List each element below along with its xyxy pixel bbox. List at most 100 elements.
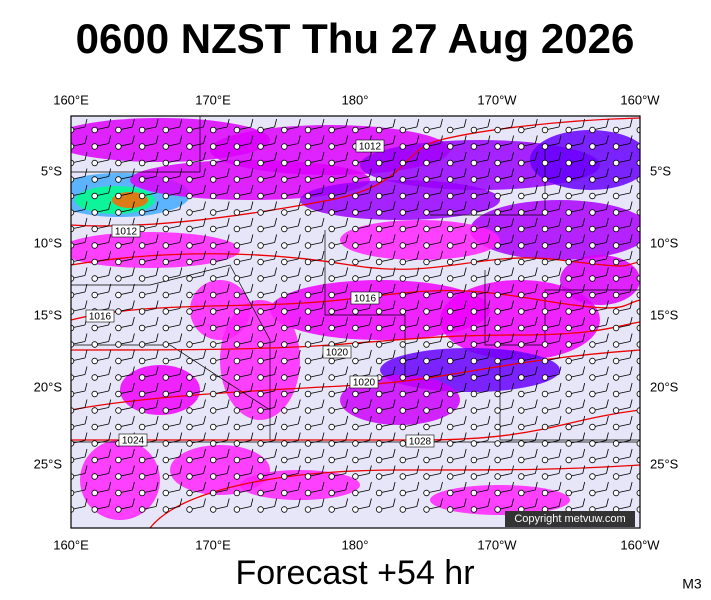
barb-flag [582,217,586,227]
barb-flag [226,481,230,491]
barb-flag [132,184,135,194]
barb-flag [203,399,206,408]
barb-flag [463,415,467,425]
barb-flag [226,498,230,507]
barb-flag [392,382,396,392]
barb-flag [179,498,183,507]
barb-flag [226,168,230,177]
barb-station [138,341,146,348]
barb-flag [558,135,562,144]
barb-station [71,440,75,447]
barb-flag [84,267,88,276]
barb-station [612,192,620,200]
barb-station [375,242,383,249]
barb-station [209,225,217,233]
barb-station [209,143,217,150]
barb-station [162,126,169,134]
barb-flag [558,217,562,227]
barb-station [352,209,359,216]
precipitation [71,118,640,520]
barb-flag [179,283,183,293]
barb-flag [274,267,277,276]
barb-station [565,291,572,299]
barb-station [565,407,572,414]
barb-station [257,176,264,183]
barb-station [612,324,620,332]
barb-flag [274,250,277,260]
barb-flag [132,118,135,128]
barb-station [565,143,572,150]
barb-flag [629,333,633,342]
barb-station [470,390,478,398]
barb-station [281,473,288,480]
barb-flag [108,300,112,309]
barb-station [470,275,478,282]
barb-flag [558,448,562,458]
barb-station [612,374,620,381]
barb-flag [250,481,254,491]
barb-flag [321,151,325,161]
lat-label-right: 20°S [650,379,679,394]
lon-label-bottom: 160°E [53,537,89,552]
barb-station [612,357,620,365]
lat-label-left: 20°S [34,379,63,394]
barb-flag [345,234,349,243]
barb-station [115,275,122,282]
barb-station [138,258,146,266]
barb-flag [297,366,301,375]
barb-station [115,192,122,200]
barb-station [470,192,478,200]
barb-station [612,423,620,431]
barb-flag [534,217,538,227]
barb-station [71,407,75,414]
barb-flag [606,118,609,128]
barb-flag [155,201,159,210]
barb-flag [606,448,609,458]
barb-flag [606,333,609,342]
barb-flag [582,498,586,507]
barb-station [91,374,98,381]
barb-flag [606,267,609,276]
barb-staff [639,294,640,296]
barb-flag [440,448,443,458]
barb-station [612,176,620,183]
barb-station [233,275,241,282]
barb-station [115,506,122,513]
barb-flag [132,267,135,276]
barb-flag [654,185,656,193]
barb-flag [416,201,420,210]
barb-station [447,126,454,134]
barb-flag [179,333,183,342]
barb-flag [511,201,514,210]
barb-station [399,324,406,332]
barb-station [328,242,335,249]
barb-station [352,407,359,414]
barb-station [115,357,122,365]
barb-station [233,440,241,447]
barb-flag [345,201,349,210]
barb-flag [416,316,420,326]
barb-flag [534,283,538,293]
barb-station [375,407,383,414]
barb-flag [511,349,514,359]
isobar-label-box [355,139,385,153]
barb-station [304,258,312,266]
barb-station [375,275,383,282]
barb-flag [155,465,159,474]
barb-flag [84,151,88,161]
barb-station [71,209,75,216]
barb-flag [416,333,420,342]
barb-station [494,456,501,464]
barb-flag [534,465,538,474]
barb-flag [226,234,230,243]
barb-station [91,423,98,431]
barb-station [494,225,501,233]
barb-station [162,159,169,167]
barb-station [494,473,501,480]
barb-station [565,176,572,183]
barb-flag [274,382,277,392]
barb-flag [511,498,514,507]
barb-flag [654,202,656,210]
barb-station [589,209,596,216]
barb-flag [321,366,325,375]
